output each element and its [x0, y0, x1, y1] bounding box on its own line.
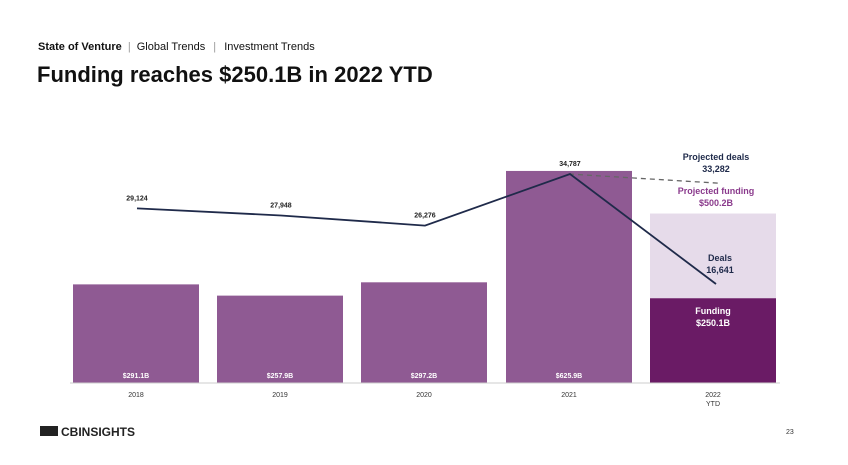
funding-title: Funding: [695, 306, 731, 316]
funding-bar: [73, 284, 199, 383]
deals-label: 26,276: [414, 213, 436, 220]
x-tick-label: YTD: [706, 401, 720, 408]
x-tick-label: 2021: [561, 392, 577, 399]
projected-funding-title: Projected funding: [678, 186, 755, 196]
deals-label: 27,948: [270, 202, 292, 209]
deals-label: 29,124: [126, 195, 148, 202]
funding-bar-label: $291.1B: [123, 373, 149, 380]
funding-bar-label: $625.9B: [556, 373, 582, 380]
logo-text: CBINSIGHTS: [61, 425, 135, 439]
funding-bar-label: $297.2B: [411, 373, 437, 380]
page-number: 23: [786, 429, 794, 436]
breadcrumb-investment: Investment Trends: [224, 41, 315, 53]
funding-bar: [361, 282, 487, 383]
deals-label: 34,787: [559, 161, 581, 168]
logo-mark: [40, 426, 58, 436]
breadcrumb-global: Global Trends: [137, 41, 206, 53]
deals-value: 16,641: [706, 265, 734, 275]
funding-bar: [506, 170, 632, 383]
x-tick-label: 2019: [272, 392, 288, 399]
funding-bar: [217, 295, 343, 383]
funding-value: $250.1B: [696, 318, 731, 328]
page-title: Funding reaches $250.1B in 2022 YTD: [37, 62, 433, 87]
section-label: State of Venture: [38, 41, 122, 53]
funding-bar: [650, 298, 776, 383]
deals-title: Deals: [708, 253, 732, 263]
projected-deals-value: 33,282: [702, 164, 730, 174]
funding-bar-label: $257.9B: [267, 373, 293, 380]
cb-insights-logo: CBINSIGHTS: [40, 425, 135, 439]
projected-funding-value: $500.2B: [699, 198, 734, 208]
projected-deals-line: [568, 173, 719, 184]
deals-line: [136, 173, 717, 285]
projected-deals-title: Projected deals: [683, 152, 750, 162]
x-tick-label: 2022: [705, 392, 721, 399]
svg-text:State of Venture | Glo: State of Venture | Global Trends | Inves…: [38, 41, 315, 53]
chart: $291.1B 2018 $257.9B 2019 $297.2B 2020 $625.9B…: [70, 152, 780, 408]
x-tick-label: 2018: [128, 392, 144, 399]
x-tick-label: 2020: [416, 392, 432, 399]
